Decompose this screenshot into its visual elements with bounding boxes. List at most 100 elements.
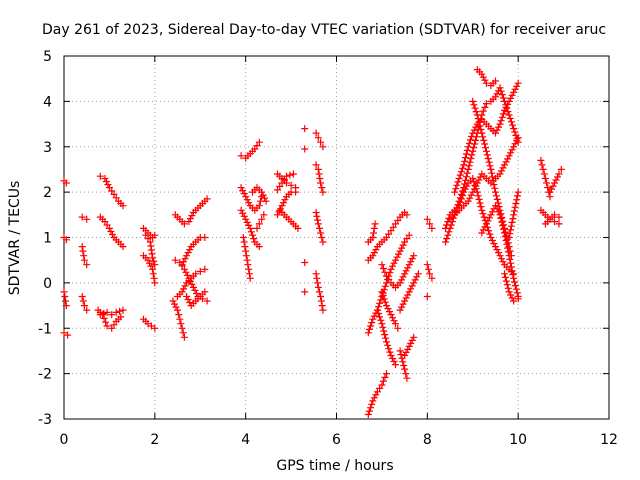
data-point bbox=[378, 381, 386, 389]
data-point bbox=[484, 155, 492, 162]
data-point bbox=[511, 128, 519, 136]
data-point bbox=[314, 283, 322, 291]
data-point bbox=[249, 231, 256, 239]
data-point bbox=[509, 271, 517, 279]
data-point bbox=[368, 319, 376, 327]
data-point bbox=[405, 231, 413, 239]
data-point bbox=[466, 194, 474, 202]
data-point bbox=[444, 231, 452, 239]
data-point bbox=[392, 256, 399, 264]
data-point bbox=[241, 243, 249, 251]
data-point bbox=[387, 265, 395, 273]
data-point bbox=[513, 192, 521, 200]
data-point bbox=[473, 111, 481, 119]
data-point bbox=[78, 293, 86, 300]
data-point bbox=[83, 306, 91, 314]
data-point bbox=[485, 214, 493, 222]
data-point bbox=[242, 215, 250, 223]
y-axis-label: SDTVAR / TECUs bbox=[7, 181, 23, 296]
data-point bbox=[401, 297, 409, 305]
data-point bbox=[149, 270, 157, 278]
data-point bbox=[245, 221, 253, 229]
data-point bbox=[426, 270, 434, 278]
data-point bbox=[505, 288, 513, 296]
data-point bbox=[497, 87, 505, 95]
data-point bbox=[457, 168, 465, 176]
data-point bbox=[385, 345, 393, 353]
data-point bbox=[404, 291, 412, 299]
data-point bbox=[180, 285, 188, 293]
data-point bbox=[258, 188, 266, 196]
x-tick-label: 6 bbox=[332, 432, 341, 448]
data-point bbox=[413, 273, 421, 281]
data-point bbox=[80, 256, 88, 264]
data-point bbox=[407, 285, 415, 293]
data-point bbox=[484, 217, 492, 225]
data-point bbox=[469, 129, 477, 137]
data-point bbox=[318, 184, 326, 192]
data-point bbox=[183, 293, 191, 300]
data-point bbox=[171, 300, 178, 308]
data-point bbox=[364, 329, 372, 337]
data-point bbox=[149, 265, 157, 273]
data-point bbox=[490, 181, 498, 189]
data-point bbox=[64, 331, 72, 339]
data-point bbox=[316, 288, 323, 296]
data-point bbox=[78, 243, 86, 251]
data-point bbox=[452, 185, 460, 193]
data-point bbox=[470, 144, 478, 152]
data-point bbox=[555, 170, 563, 178]
data-point bbox=[103, 308, 111, 316]
x-tick-label: 4 bbox=[241, 432, 250, 448]
data-point bbox=[470, 185, 478, 193]
data-point bbox=[464, 165, 472, 173]
data-point bbox=[442, 238, 449, 246]
data-point bbox=[405, 288, 413, 296]
data-point bbox=[179, 329, 187, 337]
data-point bbox=[80, 252, 88, 260]
data-point bbox=[96, 311, 104, 319]
data-point bbox=[389, 314, 396, 322]
y-tick-label: 3 bbox=[43, 140, 52, 156]
data-point bbox=[510, 297, 518, 305]
data-point bbox=[507, 226, 515, 234]
data-point bbox=[507, 94, 515, 102]
data-point bbox=[508, 146, 516, 154]
data-point bbox=[386, 308, 393, 316]
data-point bbox=[537, 156, 545, 164]
data-point bbox=[246, 224, 254, 232]
data-point bbox=[184, 296, 192, 303]
data-point bbox=[541, 175, 549, 182]
data-point bbox=[504, 108, 512, 116]
data-point bbox=[511, 203, 519, 211]
data-point bbox=[383, 302, 390, 310]
data-point bbox=[468, 133, 476, 140]
data-point bbox=[245, 265, 253, 273]
data-point bbox=[502, 103, 510, 111]
data-point bbox=[510, 274, 518, 282]
data-point bbox=[237, 206, 245, 214]
data-point bbox=[492, 77, 499, 85]
data-point bbox=[239, 234, 247, 241]
data-point bbox=[428, 274, 436, 282]
data-point bbox=[423, 293, 431, 300]
data-point bbox=[378, 320, 386, 328]
data-point bbox=[368, 400, 376, 408]
data-point bbox=[243, 196, 251, 204]
data-point bbox=[480, 136, 488, 144]
data-point bbox=[509, 215, 517, 223]
data-point bbox=[495, 208, 502, 216]
data-point bbox=[481, 76, 489, 84]
data-point bbox=[403, 211, 411, 219]
data-point bbox=[544, 184, 552, 192]
data-point bbox=[405, 261, 413, 269]
data-point bbox=[503, 240, 511, 248]
data-point bbox=[509, 121, 516, 129]
data-point bbox=[428, 224, 436, 232]
data-point bbox=[490, 240, 498, 248]
data-point bbox=[414, 270, 422, 278]
data-point bbox=[479, 107, 487, 115]
data-point bbox=[317, 297, 325, 305]
data-point bbox=[506, 230, 514, 238]
data-point bbox=[479, 133, 487, 141]
